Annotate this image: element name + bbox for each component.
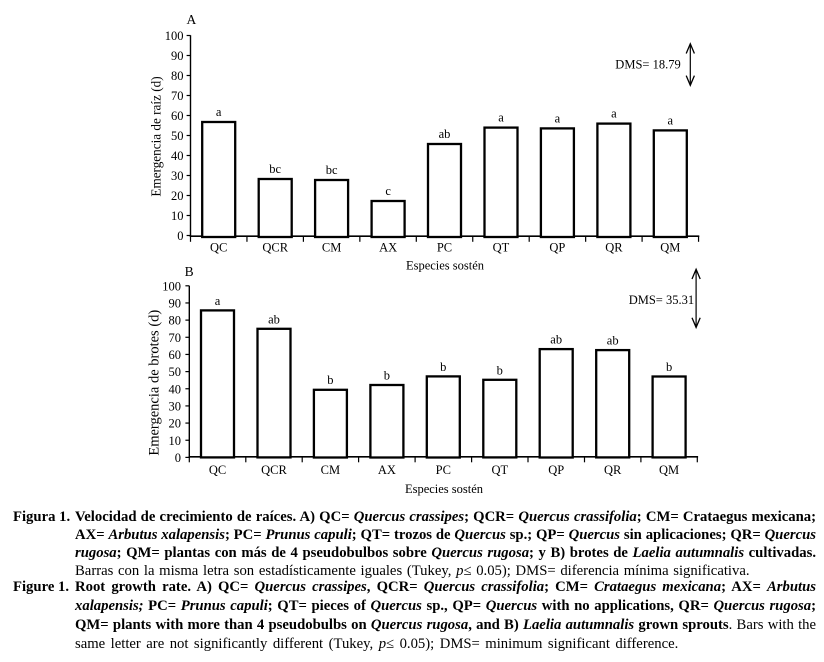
svg-text:c: c [385,184,391,198]
svg-text:PC: PC [436,463,451,477]
svg-text:QP: QP [548,463,564,477]
svg-text:PC: PC [437,241,452,255]
svg-text:20: 20 [169,417,182,431]
svg-text:ab: ab [550,333,562,347]
svg-text:QC: QC [210,241,227,255]
svg-text:30: 30 [169,400,182,414]
svg-text:0: 0 [175,451,181,465]
svg-text:40: 40 [169,382,182,396]
svg-text:70: 70 [169,331,182,345]
svg-text:A: A [187,12,197,27]
svg-text:a: a [215,294,221,308]
svg-text:ab: ab [607,334,619,348]
svg-text:0: 0 [177,229,183,243]
svg-text:b: b [440,360,446,374]
svg-text:60: 60 [169,348,182,362]
svg-text:Especies sostén: Especies sostén [406,259,485,273]
svg-text:b: b [497,363,503,377]
svg-text:80: 80 [169,314,182,328]
svg-text:b: b [327,373,333,387]
svg-text:70: 70 [171,89,184,103]
svg-text:100: 100 [162,279,181,293]
svg-text:QR: QR [605,241,623,255]
svg-text:b: b [384,368,390,382]
svg-text:QM: QM [659,463,679,477]
svg-text:QT: QT [491,463,508,477]
svg-text:20: 20 [171,189,184,203]
svg-text:QP: QP [549,241,565,255]
svg-text:a: a [611,107,617,121]
svg-text:CM: CM [321,463,340,477]
svg-text:80: 80 [171,69,184,83]
svg-text:40: 40 [171,149,184,163]
svg-text:QR: QR [604,463,622,477]
svg-text:CM: CM [322,241,341,255]
svg-text:DMS= 18.79: DMS= 18.79 [615,58,680,72]
svg-text:Especies sostén: Especies sostén [405,482,484,496]
svg-text:AX: AX [378,463,396,477]
svg-text:90: 90 [169,297,182,311]
svg-text:10: 10 [171,209,184,223]
svg-text:Emergencia de raíz (d): Emergencia de raíz (d) [149,76,164,196]
svg-text:a: a [216,105,222,119]
svg-text:a: a [555,112,561,126]
svg-text:50: 50 [169,365,182,379]
svg-text:DMS= 35.31: DMS= 35.31 [629,293,694,307]
svg-text:a: a [498,111,504,125]
svg-text:Emergencia de brotes (d): Emergencia de brotes (d) [147,310,163,456]
svg-text:b: b [666,360,672,374]
svg-text:50: 50 [171,129,184,143]
svg-text:10: 10 [169,434,182,448]
svg-text:90: 90 [171,49,184,63]
svg-text:QT: QT [493,241,510,255]
svg-text:60: 60 [171,109,184,123]
svg-text:ab: ab [268,312,280,326]
svg-text:bc: bc [326,163,338,177]
svg-text:QC: QC [209,463,226,477]
svg-text:B: B [185,264,194,279]
svg-text:QCR: QCR [261,463,287,477]
svg-text:30: 30 [171,169,184,183]
svg-text:ab: ab [439,127,451,141]
svg-text:QM: QM [660,241,680,255]
svg-text:AX: AX [379,241,397,255]
svg-text:bc: bc [269,162,281,176]
svg-text:QCR: QCR [262,241,288,255]
svg-text:100: 100 [165,29,184,43]
svg-text:a: a [668,114,674,128]
